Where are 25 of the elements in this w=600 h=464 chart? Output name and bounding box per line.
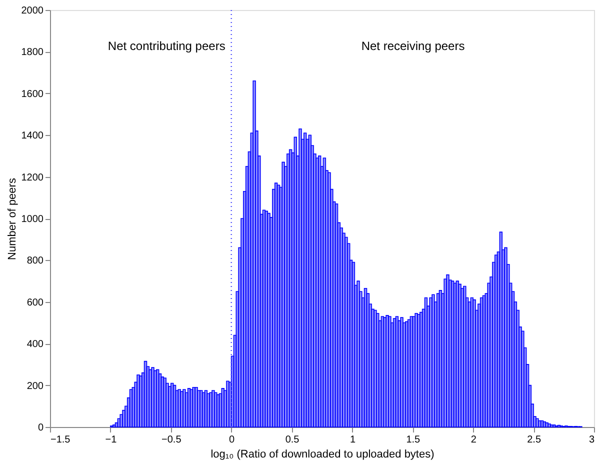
y-tick-label: 1000 [21,214,44,225]
x-tick-label: −0.5 [162,434,182,446]
y-tick-label: 1600 [21,88,44,100]
x-tick-label: 3 [588,434,595,446]
y-tick-label: 1400 [21,130,44,142]
x-tick-label: 2.5 [527,434,542,446]
annotation: Net contributing peers [108,39,226,53]
y-tick-label: 1800 [21,47,44,58]
y-tick-label: 2000 [21,6,44,16]
y-tick-label: 0 [38,422,44,434]
x-tick-label: 2 [470,434,477,446]
y-tick-label: 600 [26,297,44,308]
y-axis-title: Number of peers [6,178,18,260]
x-axis-title: log₁₀ (Ratio of downloaded to uploaded bytes) [210,448,434,460]
x-tick-label: −1 [105,434,118,446]
x-tick-label: 1 [350,434,356,446]
y-tick-label: 1200 [21,172,44,184]
x-tick-label: 0.5 [285,434,300,446]
x-tick-label: 1.5 [406,434,421,446]
y-tick-label: 400 [26,339,44,350]
x-tick-label: 0 [229,434,236,446]
x-tick-label: −1.5 [50,434,71,446]
y-tick-label: 800 [26,256,44,267]
y-tick-label: 200 [26,380,44,392]
annotation: Net receiving peers [361,39,465,53]
